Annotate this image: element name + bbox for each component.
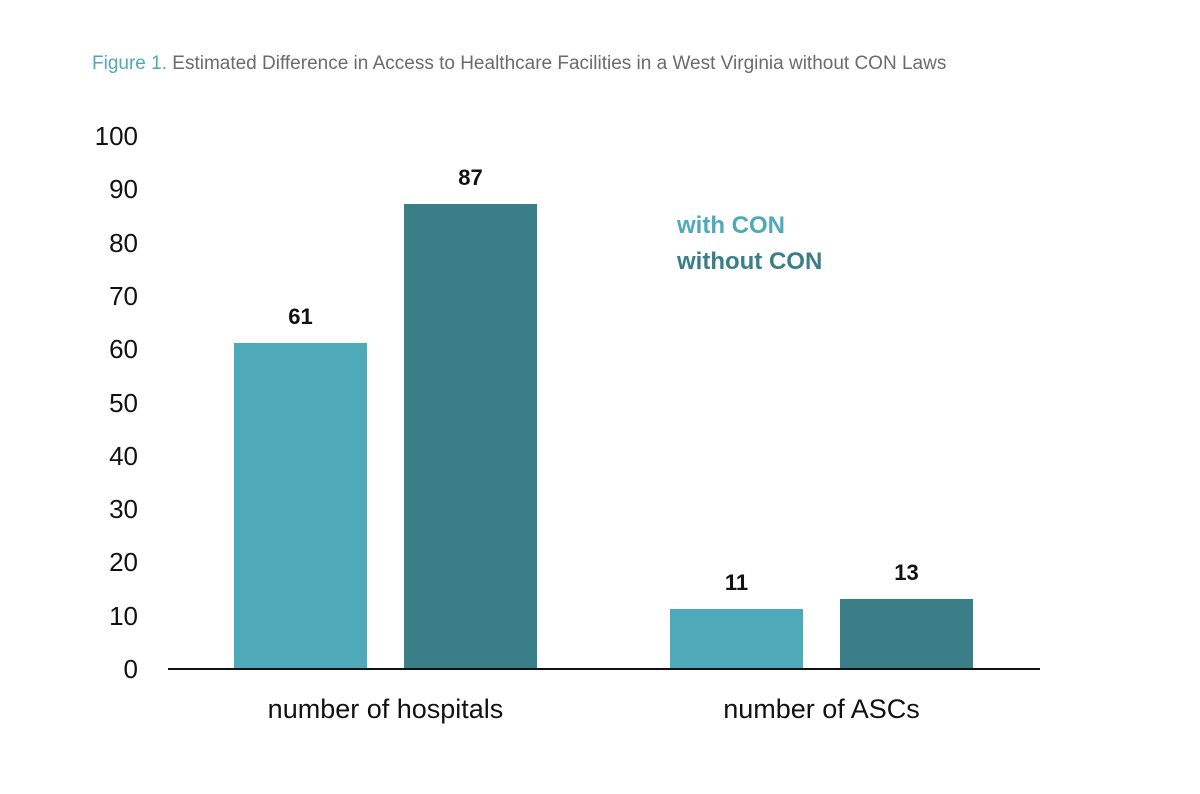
data-label-hospitals-without-con: 87 <box>458 165 483 191</box>
y-tick-90: 90 <box>109 174 138 205</box>
y-tick-30: 30 <box>109 494 138 525</box>
category-label-ascs: number of ASCs <box>723 694 920 724</box>
y-tick-40: 40 <box>109 440 138 471</box>
bar-hospitals-without-con <box>404 204 537 668</box>
y-tick-50: 50 <box>109 387 138 418</box>
bar-hospitals-with-con <box>234 342 367 668</box>
x-axis-line <box>168 668 1040 670</box>
legend-item-with-con: with CON <box>677 212 785 239</box>
legend-item-without-con: without CON <box>677 248 823 275</box>
y-tick-0: 0 <box>123 654 138 684</box>
y-tick-10: 10 <box>109 600 138 631</box>
y-tick-60: 60 <box>109 334 138 365</box>
data-label-hospitals-with-con: 61 <box>288 303 313 329</box>
category-label-hospitals: number of hospitals <box>267 694 504 724</box>
figure-number: Figure 1. <box>92 53 167 74</box>
figure-title: Figure 1. Estimated Difference in Access… <box>92 53 946 75</box>
data-label-ascs-without-con: 13 <box>894 559 919 585</box>
bar-ascs-with-con <box>670 609 803 668</box>
y-tick-70: 70 <box>109 280 138 311</box>
y-tick-80: 80 <box>109 227 138 258</box>
y-tick-20: 20 <box>109 547 138 578</box>
bar-ascs-without-con <box>840 598 973 668</box>
figure-title-text: Estimated Difference in Access to Health… <box>172 53 947 74</box>
y-tick-100: 100 <box>94 121 138 151</box>
data-label-ascs-with-con: 11 <box>724 570 749 596</box>
